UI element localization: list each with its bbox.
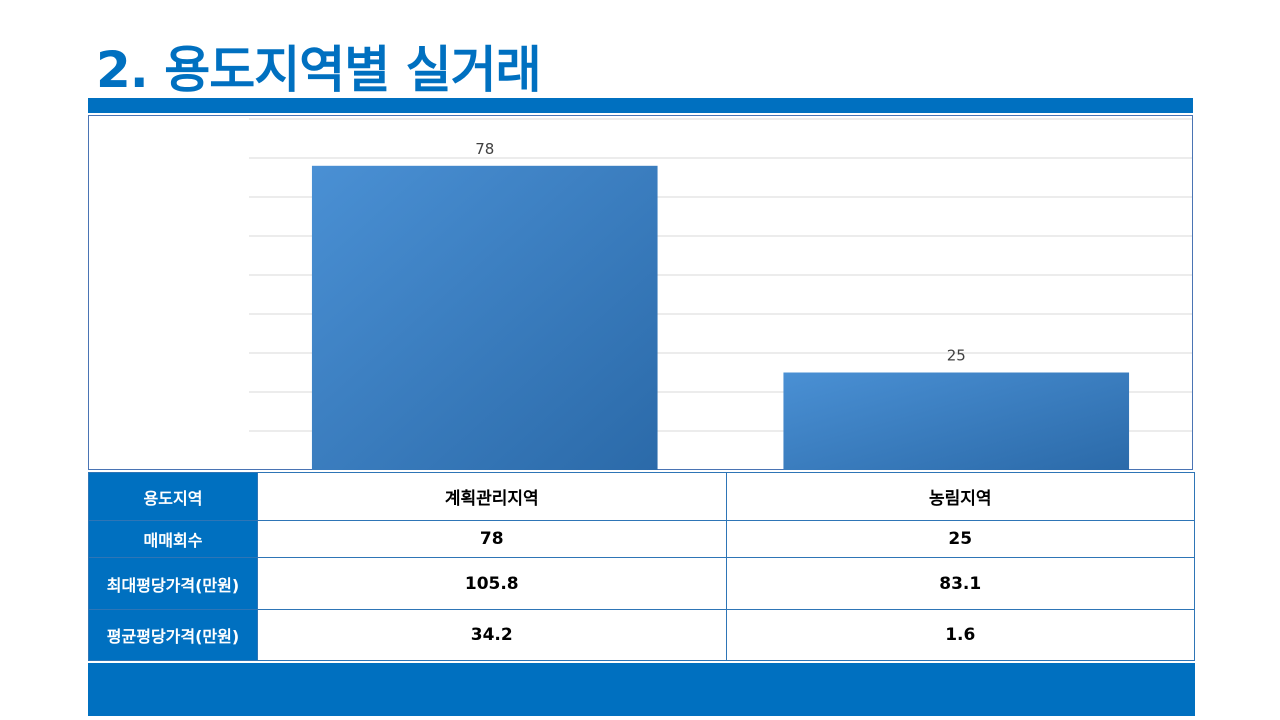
row-header-trade-count: 매매회수: [88, 520, 258, 558]
table-row-zone: 용도지역 계획관리지역 농림지역: [88, 472, 1195, 521]
chart-svg: 78 25: [249, 118, 1192, 471]
cell-zone-1: 계획관리지역: [257, 472, 727, 521]
data-label-2: 25: [947, 347, 966, 365]
cell-trade-count-1: 78: [257, 520, 727, 558]
cell-zone-2: 농림지역: [725, 472, 1195, 521]
data-label-1: 78: [475, 140, 494, 158]
table-row-avg-price: 평균평당가격(만원) 34.2 1.6: [88, 609, 1195, 661]
cell-max-price-2: 83.1: [725, 557, 1195, 610]
data-labels: 78 25: [475, 140, 966, 365]
cell-trade-count-2: 25: [725, 520, 1195, 558]
table-row-max-price: 최대평당가격(만원) 105.8 83.1: [88, 557, 1195, 610]
bar-2: [783, 372, 1130, 470]
bar-1: [311, 165, 658, 471]
row-header-max-price: 최대평당가격(만원): [88, 557, 258, 610]
data-table: 용도지역 계획관리지역 농림지역 매매회수 78 25 최대평당가격(만원) 1…: [88, 472, 1195, 661]
bars: [311, 165, 1130, 471]
row-header-zone: 용도지역: [88, 472, 258, 521]
cell-avg-price-1: 34.2: [257, 609, 727, 661]
page-title: 2. 용도지역별 실거래: [96, 41, 542, 99]
title-underline-bar: [88, 98, 1193, 113]
cell-max-price-1: 105.8: [257, 557, 727, 610]
table-row-trade-count: 매매회수 78 25: [88, 520, 1195, 558]
footer-bar: [88, 663, 1195, 716]
bar-chart: 78 25: [88, 115, 1193, 471]
row-header-avg-price: 평균평당가격(만원): [88, 609, 258, 661]
cell-avg-price-2: 1.6: [725, 609, 1195, 661]
